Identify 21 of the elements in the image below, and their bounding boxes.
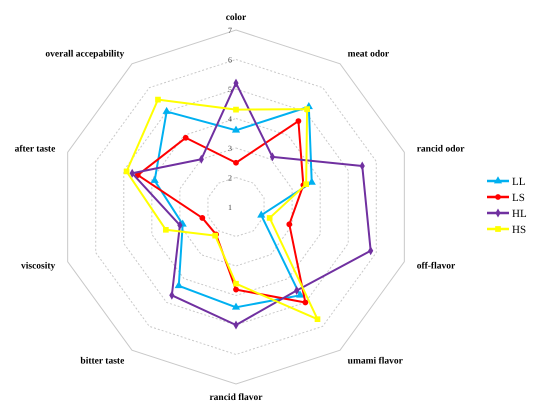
spoke-label: bitter taste — [80, 356, 124, 367]
legend-label: LL — [512, 176, 526, 188]
legend-label: LS — [512, 192, 525, 204]
spoke-label: color — [226, 13, 248, 23]
y-tick-label: 4 — [228, 114, 232, 124]
spoke-label: meat odor — [348, 49, 390, 60]
spoke-label: rancid odor — [416, 144, 466, 154]
legend-label: HS — [512, 224, 526, 236]
legend-label: HL — [512, 208, 527, 220]
spoke-label: rancid flavor — [209, 393, 264, 402]
y-tick-label: 5 — [228, 85, 232, 94]
y-tick-label: 3 — [228, 144, 232, 153]
spoke-label: umami flavor — [348, 356, 404, 367]
spoke-label: viscosity — [20, 262, 56, 272]
y-tick-label: 2 — [228, 174, 232, 182]
y-tick-label: 7 — [228, 26, 232, 35]
spoke-label: overall accepability — [45, 49, 125, 60]
spoke-label: off-flavor — [416, 262, 456, 272]
spoke-label: after taste — [14, 144, 56, 154]
y-tick-label: 1 — [228, 203, 232, 212]
y-tick-label: 6 — [228, 56, 232, 64]
